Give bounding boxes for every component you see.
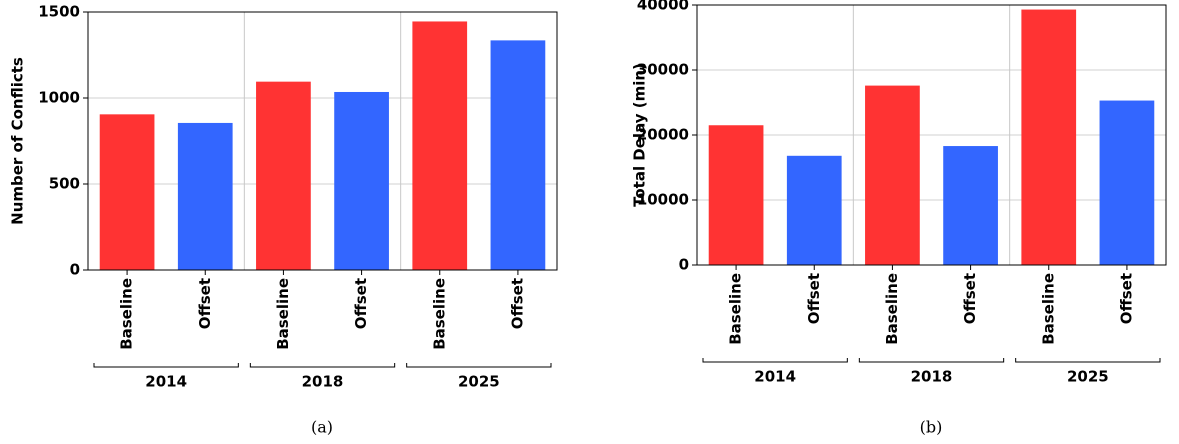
x-tick-label: Baseline bbox=[430, 278, 448, 350]
y-tick-label: 1000 bbox=[38, 89, 80, 107]
group-bracket bbox=[406, 363, 552, 368]
x-tick-label: Baseline bbox=[883, 273, 901, 345]
y-tick-label: 0 bbox=[70, 261, 80, 279]
bar bbox=[708, 125, 764, 265]
bar bbox=[865, 85, 920, 265]
y-tick-label: 0 bbox=[679, 256, 689, 274]
y-tick-label: 30000 bbox=[637, 61, 689, 79]
group-label: 2014 bbox=[145, 373, 187, 391]
y-axis-label: Total Delay (min) bbox=[631, 63, 649, 207]
group-bracket bbox=[93, 363, 239, 368]
group-label: 2018 bbox=[302, 373, 344, 391]
caption: (b) bbox=[920, 418, 943, 437]
y-tick-label: 10000 bbox=[637, 191, 689, 209]
y-tick-label: 20000 bbox=[637, 126, 689, 144]
x-tick-label: Baseline bbox=[274, 278, 292, 350]
y-tick-label: 1500 bbox=[38, 3, 80, 21]
x-tick-label: Offset bbox=[352, 278, 370, 329]
bar bbox=[334, 91, 389, 270]
x-tick-label: Baseline bbox=[727, 273, 745, 345]
group-label: 2014 bbox=[754, 368, 796, 386]
y-axis-label: Number of Conflicts bbox=[9, 57, 27, 225]
group-bracket bbox=[249, 363, 396, 368]
group-label: 2018 bbox=[911, 368, 953, 386]
plot-frame bbox=[696, 4, 1167, 266]
group-label: 2025 bbox=[1067, 368, 1109, 386]
x-tick-label: Baseline bbox=[1039, 273, 1057, 345]
bar bbox=[786, 155, 842, 265]
group-bracket bbox=[1015, 358, 1161, 363]
bar bbox=[256, 81, 311, 270]
bar bbox=[1021, 9, 1077, 265]
plot-frame bbox=[87, 11, 558, 271]
group-label: 2025 bbox=[458, 373, 500, 391]
group-bracket bbox=[858, 358, 1005, 363]
bar bbox=[177, 122, 233, 270]
x-tick-label: Offset bbox=[1117, 273, 1135, 324]
x-tick-label: Offset bbox=[196, 278, 214, 329]
y-tick-label: 500 bbox=[49, 175, 80, 193]
bar bbox=[99, 114, 155, 270]
caption: (a) bbox=[311, 418, 333, 437]
x-tick-label: Offset bbox=[508, 278, 526, 329]
x-tick-label: Offset bbox=[805, 273, 823, 324]
bar bbox=[943, 146, 998, 265]
bar bbox=[1099, 100, 1155, 265]
group-bracket bbox=[702, 358, 848, 363]
x-tick-label: Baseline bbox=[118, 278, 136, 350]
bar bbox=[412, 21, 468, 271]
x-tick-label: Offset bbox=[961, 273, 979, 324]
y-tick-label: 40000 bbox=[637, 0, 689, 14]
bar bbox=[490, 40, 546, 270]
